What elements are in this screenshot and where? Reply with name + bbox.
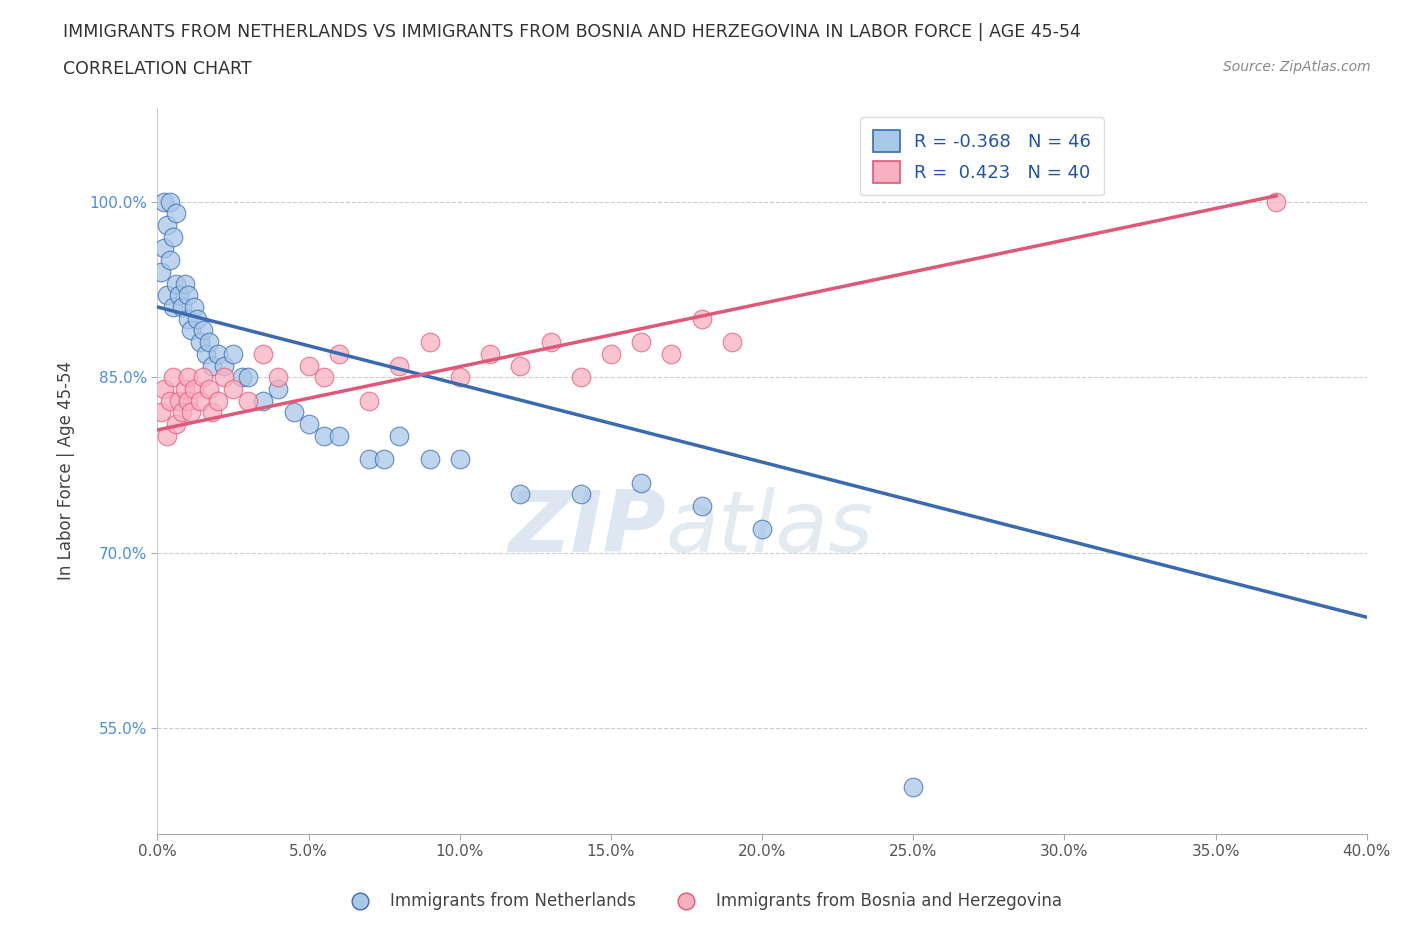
Text: atlas: atlas	[665, 487, 873, 570]
Point	[152, 241, 174, 256]
Point	[298, 417, 321, 432]
Point	[173, 381, 195, 396]
Point	[201, 405, 224, 419]
Point	[449, 452, 471, 467]
Text: Source: ZipAtlas.com: Source: ZipAtlas.com	[1223, 60, 1371, 74]
Point	[194, 346, 217, 361]
Point	[165, 206, 187, 220]
Point	[198, 335, 221, 350]
Point	[155, 218, 177, 232]
Point	[155, 429, 177, 444]
Point	[569, 370, 592, 385]
Point	[312, 370, 335, 385]
Point	[1265, 194, 1288, 209]
Point	[252, 393, 274, 408]
Point	[207, 346, 229, 361]
Point	[177, 370, 200, 385]
Point	[328, 429, 350, 444]
Point	[162, 370, 184, 385]
Point	[231, 370, 253, 385]
Legend: Immigrants from Netherlands, Immigrants from Bosnia and Herzegovina: Immigrants from Netherlands, Immigrants …	[337, 885, 1069, 917]
Point	[167, 393, 190, 408]
Point	[661, 346, 683, 361]
Point	[188, 393, 211, 408]
Point	[152, 381, 174, 396]
Point	[419, 335, 441, 350]
Point	[170, 405, 193, 419]
Point	[149, 405, 172, 419]
Point	[540, 335, 562, 350]
Point	[509, 358, 531, 373]
Point	[419, 452, 441, 467]
Point	[267, 370, 290, 385]
Point	[212, 370, 235, 385]
Point	[149, 264, 172, 279]
Point	[165, 417, 187, 432]
Point	[162, 230, 184, 245]
Point	[312, 429, 335, 444]
Point	[903, 779, 925, 794]
Point	[201, 358, 224, 373]
Point	[159, 253, 181, 268]
Point	[159, 194, 181, 209]
Point	[630, 475, 652, 490]
Point	[167, 288, 190, 303]
Point	[212, 358, 235, 373]
Point	[328, 346, 350, 361]
Point	[388, 358, 411, 373]
Y-axis label: In Labor Force | Age 45-54: In Labor Force | Age 45-54	[58, 362, 75, 580]
Point	[183, 299, 205, 314]
Point	[186, 312, 208, 326]
Point	[183, 381, 205, 396]
Text: IMMIGRANTS FROM NETHERLANDS VS IMMIGRANTS FROM BOSNIA AND HERZEGOVINA IN LABOR F: IMMIGRANTS FROM NETHERLANDS VS IMMIGRANT…	[63, 23, 1081, 41]
Point	[173, 276, 195, 291]
Point	[252, 346, 274, 361]
Point	[177, 312, 200, 326]
Point	[373, 452, 395, 467]
Point	[509, 487, 531, 502]
Text: CORRELATION CHART: CORRELATION CHART	[63, 60, 252, 78]
Point	[690, 498, 713, 513]
Point	[188, 335, 211, 350]
Text: ZIP: ZIP	[508, 487, 665, 570]
Point	[359, 393, 381, 408]
Point	[359, 452, 381, 467]
Point	[238, 393, 260, 408]
Point	[298, 358, 321, 373]
Point	[479, 346, 502, 361]
Point	[449, 370, 471, 385]
Point	[569, 487, 592, 502]
Point	[198, 381, 221, 396]
Point	[165, 276, 187, 291]
Point	[162, 299, 184, 314]
Point	[155, 288, 177, 303]
Point	[191, 323, 214, 338]
Point	[238, 370, 260, 385]
Point	[690, 312, 713, 326]
Point	[180, 405, 202, 419]
Point	[170, 299, 193, 314]
Point	[177, 393, 200, 408]
Point	[180, 323, 202, 338]
Point	[159, 393, 181, 408]
Point	[152, 194, 174, 209]
Point	[191, 370, 214, 385]
Point	[751, 522, 773, 537]
Point	[222, 381, 245, 396]
Point	[600, 346, 623, 361]
Point	[267, 381, 290, 396]
Point	[721, 335, 744, 350]
Point	[207, 393, 229, 408]
Point	[630, 335, 652, 350]
Point	[222, 346, 245, 361]
Point	[283, 405, 305, 419]
Legend: R = -0.368   N = 46, R =  0.423   N = 40: R = -0.368 N = 46, R = 0.423 N = 40	[860, 117, 1104, 195]
Point	[177, 288, 200, 303]
Point	[388, 429, 411, 444]
